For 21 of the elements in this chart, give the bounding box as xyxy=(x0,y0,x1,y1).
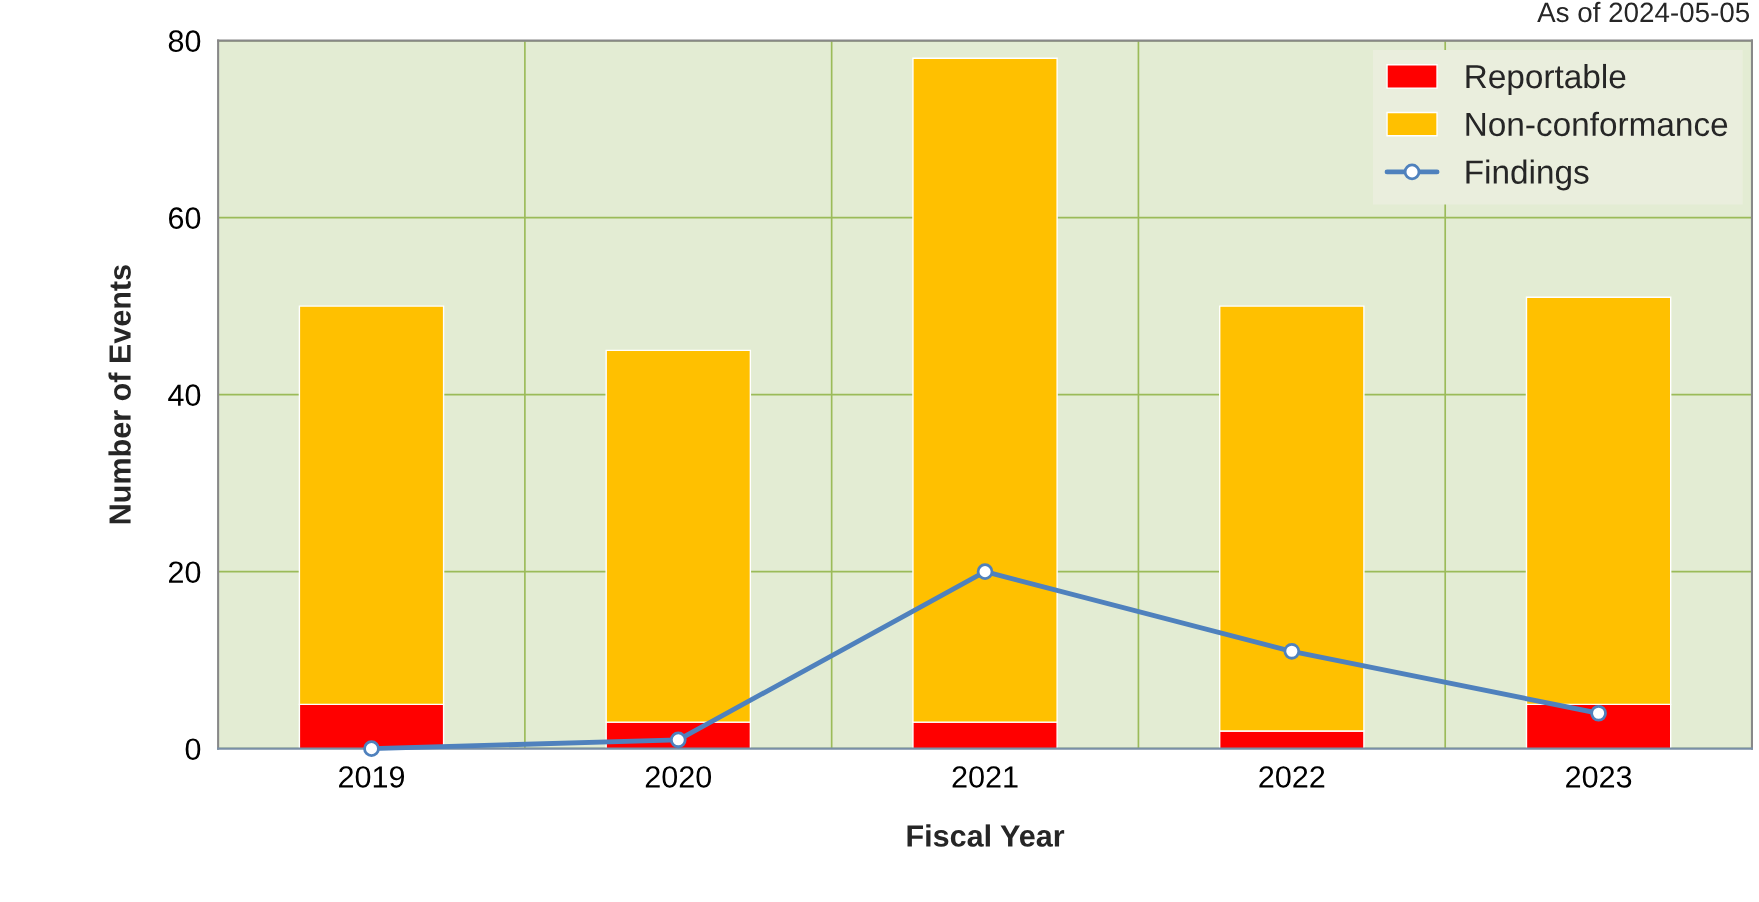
x-tick-label: 2020 xyxy=(645,766,712,788)
y-tick-label: 40 xyxy=(168,384,201,406)
point xyxy=(1283,642,1301,660)
point xyxy=(976,563,994,580)
point xyxy=(669,731,687,749)
point xyxy=(1590,704,1607,722)
y-axis-title: Number of Events xyxy=(108,265,131,524)
x-tick-label: 2022 xyxy=(1259,766,1325,788)
y-tick-label: 20 xyxy=(169,561,201,584)
y-tick-label: 60 xyxy=(169,207,201,229)
legend-label: Reportable xyxy=(1466,63,1626,95)
x-tick-label: 2019 xyxy=(339,766,405,788)
y-tick-label: 80 xyxy=(168,30,201,52)
text: As of 2024-05-05 xyxy=(1537,1,1750,23)
x-axis-title: Fiscal Year xyxy=(907,824,1065,847)
point xyxy=(363,740,380,757)
legend-label: Findings xyxy=(1466,159,1589,191)
y-tick-label: 0 xyxy=(185,738,201,761)
x-tick-label: 2023 xyxy=(1566,766,1632,788)
legend-label: Non-conformance xyxy=(1466,111,1728,137)
x-tick-label: 2021 xyxy=(952,766,1018,788)
